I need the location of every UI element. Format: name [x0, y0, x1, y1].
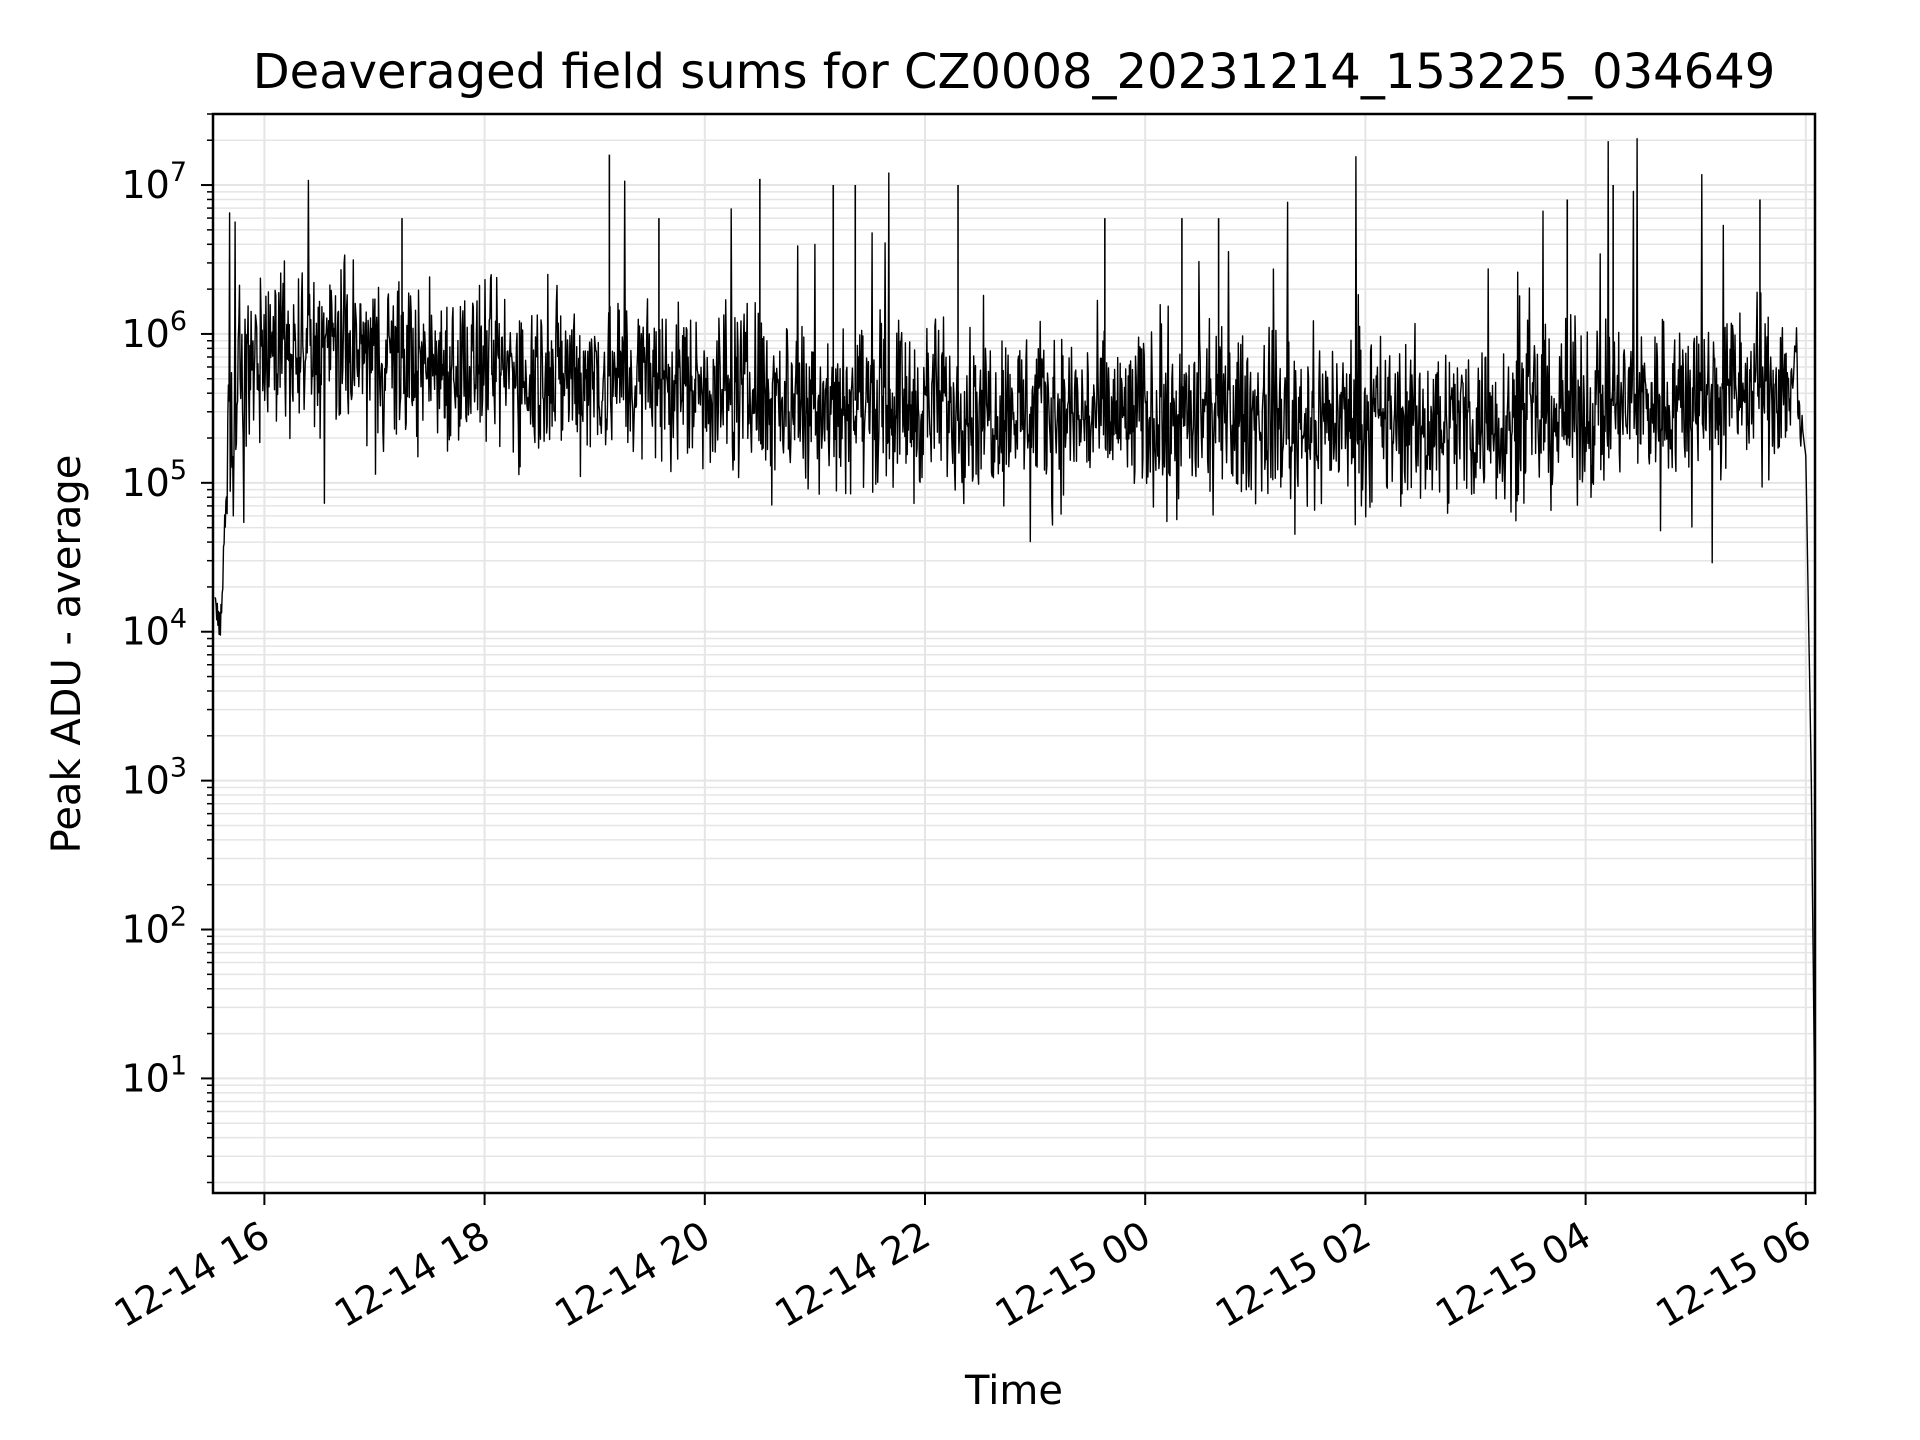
y-tick-exponent: 4 — [170, 604, 187, 635]
data-series — [214, 138, 1816, 1138]
y-tick-base: 10 — [121, 759, 169, 803]
y-tick-label: 101 — [121, 1050, 187, 1100]
y-tick-exponent: 1 — [170, 1050, 187, 1081]
y-tick-label: 104 — [121, 604, 187, 654]
y-axis-label: Peak ADU - average — [44, 455, 90, 854]
y-tick-label: 103 — [121, 753, 187, 803]
series-line — [214, 138, 1816, 1138]
y-tick-base: 10 — [121, 312, 169, 356]
y-tick-base: 10 — [121, 163, 169, 207]
y-tick-label: 107 — [121, 157, 187, 207]
y-tick-exponent: 6 — [170, 306, 187, 337]
y-tick-exponent: 2 — [170, 902, 187, 933]
chart-title: Deaveraged field sums for CZ0008_2023121… — [253, 44, 1776, 100]
y-tick-exponent: 5 — [170, 455, 187, 486]
plot-frame — [211, 112, 1817, 1195]
x-axis-label: Time — [964, 1368, 1063, 1414]
y-tick-exponent: 7 — [170, 157, 187, 188]
y-tick-base: 10 — [121, 461, 169, 505]
y-tick-label: 105 — [121, 455, 187, 505]
y-tick-exponent: 3 — [170, 753, 187, 784]
y-tick-base: 10 — [121, 610, 169, 654]
y-tick-label: 106 — [121, 306, 187, 356]
y-tick-label: 102 — [121, 902, 187, 952]
y-tick-base: 10 — [121, 908, 169, 952]
y-tick-base: 10 — [121, 1056, 169, 1100]
